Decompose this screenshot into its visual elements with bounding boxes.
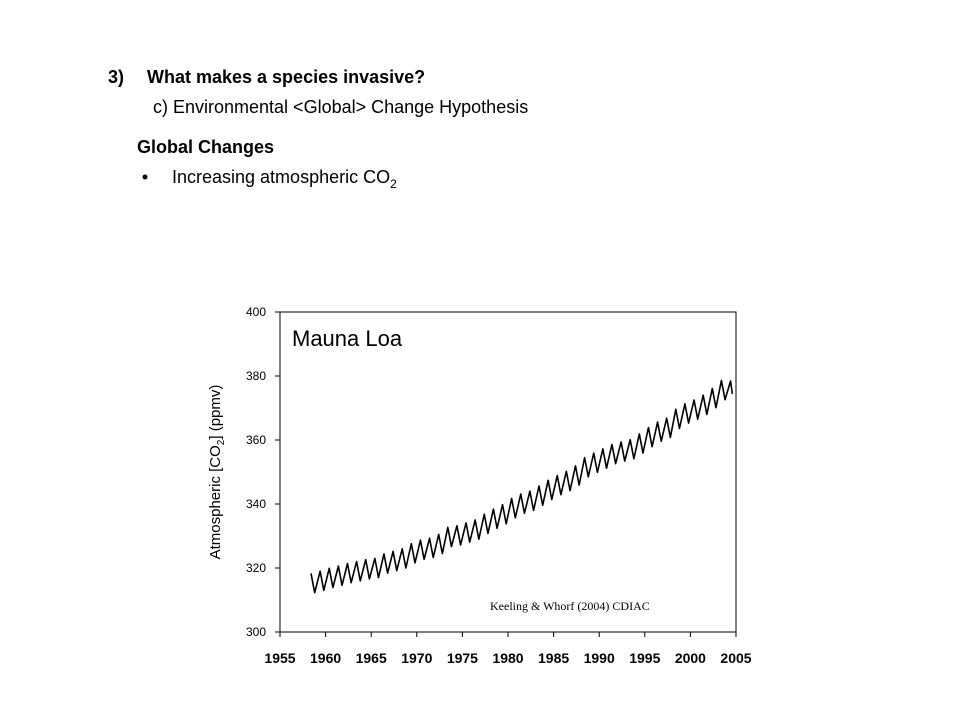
x-tick-label: 1965 xyxy=(356,650,387,666)
y-tick-label: 320 xyxy=(246,561,266,575)
y-tick-label: 400 xyxy=(246,305,266,319)
y-tick-label: 380 xyxy=(246,369,266,383)
x-tick-label: 1960 xyxy=(310,650,341,666)
x-tick-label: 1955 xyxy=(264,650,295,666)
bullet-text: Increasing atmospheric CO2 xyxy=(172,167,397,191)
x-tick-label: 1975 xyxy=(447,650,478,666)
x-tick-label: 2005 xyxy=(720,650,751,666)
source: Keeling & Whorf (2004) CDIAC xyxy=(490,599,650,613)
x-tick-label: 1990 xyxy=(584,650,615,666)
x-tick-label: 1985 xyxy=(538,650,569,666)
y-label-main: Atmospheric [CO xyxy=(207,445,224,559)
heading: What makes a species invasive? xyxy=(147,67,425,87)
bullet-main: Increasing atmospheric CO xyxy=(172,167,390,187)
y-tick-label: 300 xyxy=(246,625,266,639)
x-tick-label: 1970 xyxy=(401,650,432,666)
item-number: 3) xyxy=(108,67,124,87)
subheading: c) Environmental <Global> Change Hypothe… xyxy=(153,97,528,117)
x-tick-label: 2000 xyxy=(675,650,706,666)
y-axis-label: Atmospheric [CO2] (ppmv) xyxy=(207,385,227,560)
annotation: Mauna Loa xyxy=(292,326,403,351)
y-tick-label: 340 xyxy=(246,497,266,511)
y-label-sub: 2 xyxy=(216,439,227,445)
section-title: Global Changes xyxy=(137,137,274,157)
x-tick-label: 1980 xyxy=(492,650,523,666)
x-tick-label: 1995 xyxy=(629,650,660,666)
y-label-after: ] (ppmv) xyxy=(207,385,224,440)
bullet-dot xyxy=(142,174,148,180)
y-tick-label: 360 xyxy=(246,433,266,447)
plot-frame xyxy=(279,311,737,633)
bullet-sub: 2 xyxy=(390,177,397,191)
co2-line xyxy=(310,379,734,594)
